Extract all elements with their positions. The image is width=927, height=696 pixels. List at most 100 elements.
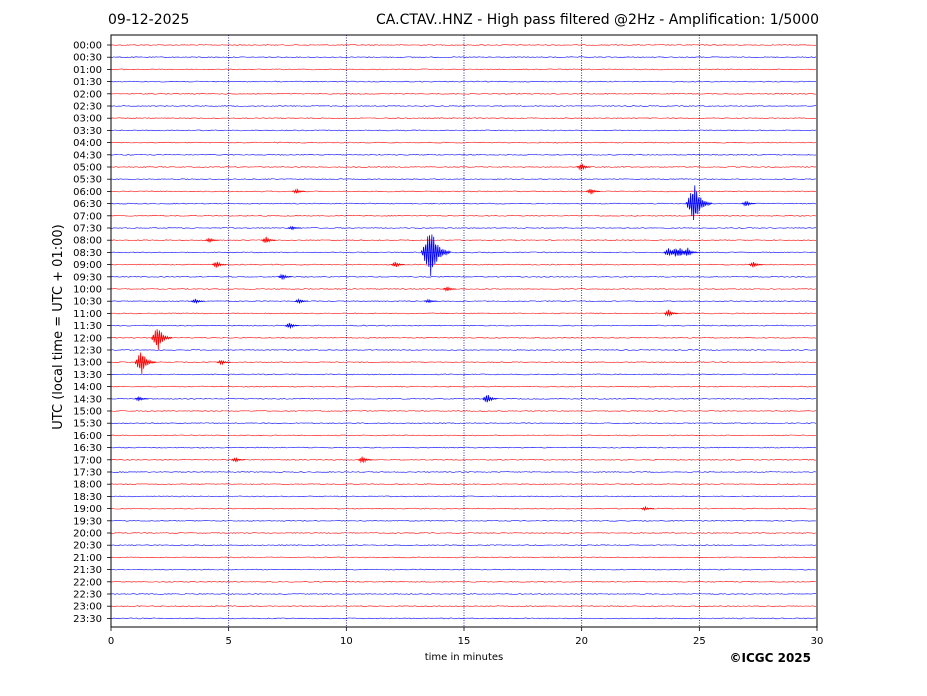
event-burst [357,456,373,464]
trace-row-1800 [110,483,817,486]
event-burst [134,352,156,374]
y-tick-label: 18:00 [73,480,102,491]
y-tick-label: 04:00 [73,138,102,149]
trace-row-1900 [110,507,817,510]
event-burst [390,261,405,267]
event-burst [285,322,299,330]
event-burst [287,225,302,231]
y-tick-label: 03:30 [73,126,102,137]
y-tick-label: 09:00 [73,260,102,271]
trace-row-1230 [110,349,817,351]
trace-row-2300 [110,605,817,608]
event-burst [294,298,308,304]
trace-row-1300 [110,361,817,364]
trace-row-1830 [110,495,817,498]
y-tick-label: 23:30 [73,614,102,625]
y-tick-label: 18:30 [73,492,102,503]
trace-row-2000 [110,532,817,534]
y-tick-label: 05:00 [73,163,102,174]
trace-row-0700 [110,214,817,217]
trace-row-0930 [110,275,817,278]
event-burst [211,261,227,268]
y-tick-label: 01:00 [73,65,102,76]
event-burst [424,298,438,304]
trace-row-0730 [110,227,817,229]
y-tick-label: 00:00 [73,41,102,52]
trace-row-1030 [110,300,817,303]
x-axis-label: time in minutes [425,652,504,663]
trace-row-0530 [110,178,817,181]
chart-title: CA.CTAV..HNZ - High pass filtered @2Hz -… [376,12,819,28]
y-tick-label: 22:30 [73,590,102,601]
trace-row-0800 [110,239,817,242]
event-burst [261,236,276,243]
y-tick-label: 19:30 [73,516,102,527]
y-tick-label: 07:00 [73,211,102,222]
trace-row-1630 [110,446,817,449]
y-tick-label: 02:30 [73,102,102,113]
trace-row-1530 [110,422,817,425]
y-tick-label: 10:30 [73,297,102,308]
event-burst [292,188,306,194]
y-tick-label: 11:00 [73,309,102,320]
event-burst [191,298,205,305]
y-tick-label: 00:30 [73,53,102,64]
event-burst [640,505,655,512]
event-burst [741,201,756,207]
trace-row-0230 [110,105,817,107]
event-burst [151,329,173,350]
x-tick-label: 5 [225,636,231,647]
event-burst [675,248,691,256]
event-burst [205,237,220,243]
trace-row-0200 [110,92,817,95]
y-tick-label: 16:30 [73,443,102,454]
event-burst [682,247,698,256]
trace-row-1130 [110,324,817,327]
y-tick-label: 01:30 [73,77,102,88]
trace-row-1600 [110,434,817,437]
y-tick-label: 11:30 [73,321,102,332]
y-tick-label: 12:30 [73,346,102,357]
event-burst [134,396,149,402]
y-tick-label: 15:30 [73,419,102,430]
trace-row-0330 [110,129,817,132]
event-burst [482,394,498,403]
trace-row-0900 [110,263,817,266]
date-label: 09-12-2025 [108,12,190,28]
y-tick-label: 09:30 [73,272,102,283]
event-burst [663,309,679,318]
trace-row-1000 [110,288,817,290]
y-tick-label: 22:00 [73,577,102,588]
y-tick-label: 17:00 [73,455,102,466]
event-burst [748,261,763,269]
credit-label: ©ICGC 2025 [729,651,811,665]
trace-row-1330 [110,373,817,376]
y-tick-label: 02:00 [73,89,102,100]
trace-row-1430 [110,397,817,400]
x-tick-label: 0 [108,636,114,647]
y-tick-label: 03:00 [73,114,102,125]
y-tick-label: 21:00 [73,553,102,564]
event-burst [216,359,231,366]
trace-row-2200 [110,580,817,583]
y-tick-label: 20:30 [73,541,102,552]
trace-row-0130 [110,80,817,83]
y-tick-label: 12:00 [73,333,102,344]
trace-row-0100 [110,68,817,71]
y-tick-label: 06:30 [73,199,102,210]
trace-row-1200 [110,336,817,339]
trace-row-1700 [110,458,817,461]
y-tick-label: 14:00 [73,382,102,393]
y-tick-label: 17:30 [73,468,102,479]
y-tick-label: 05:30 [73,175,102,186]
y-axis-label: UTC (local time = UTC + 01:00) [51,224,66,429]
event-burst [576,163,592,171]
x-tick-label: 25 [693,636,706,647]
y-tick-label: 23:00 [73,602,102,613]
y-tick-label: 06:00 [73,187,102,198]
x-tick-label: 15 [458,636,471,647]
trace-row-2030 [110,544,817,547]
trace-row-1100 [110,312,817,315]
event-burst [586,189,601,195]
